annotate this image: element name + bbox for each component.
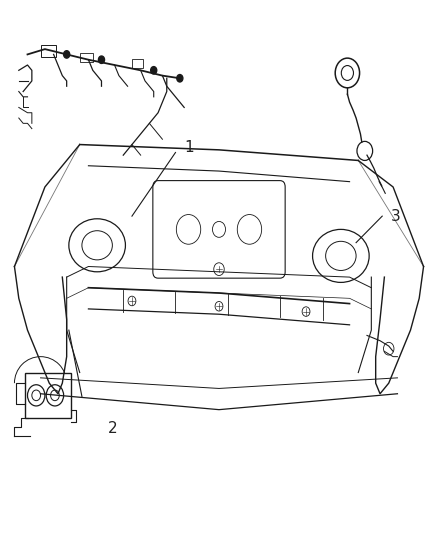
Circle shape [151,67,157,74]
Circle shape [128,296,136,306]
Text: 3: 3 [391,208,401,224]
Bar [25,373,71,418]
Circle shape [302,307,310,317]
Circle shape [50,390,59,401]
Text: 2: 2 [108,421,118,435]
Circle shape [32,390,41,401]
Ellipse shape [325,241,356,270]
Circle shape [341,66,353,80]
Bar [132,59,143,68]
Bar [80,53,93,62]
Text: 1: 1 [184,140,194,155]
Circle shape [177,75,183,82]
Circle shape [215,302,223,311]
Bar [41,45,56,57]
Circle shape [64,51,70,58]
Ellipse shape [82,231,113,260]
Circle shape [99,56,105,63]
